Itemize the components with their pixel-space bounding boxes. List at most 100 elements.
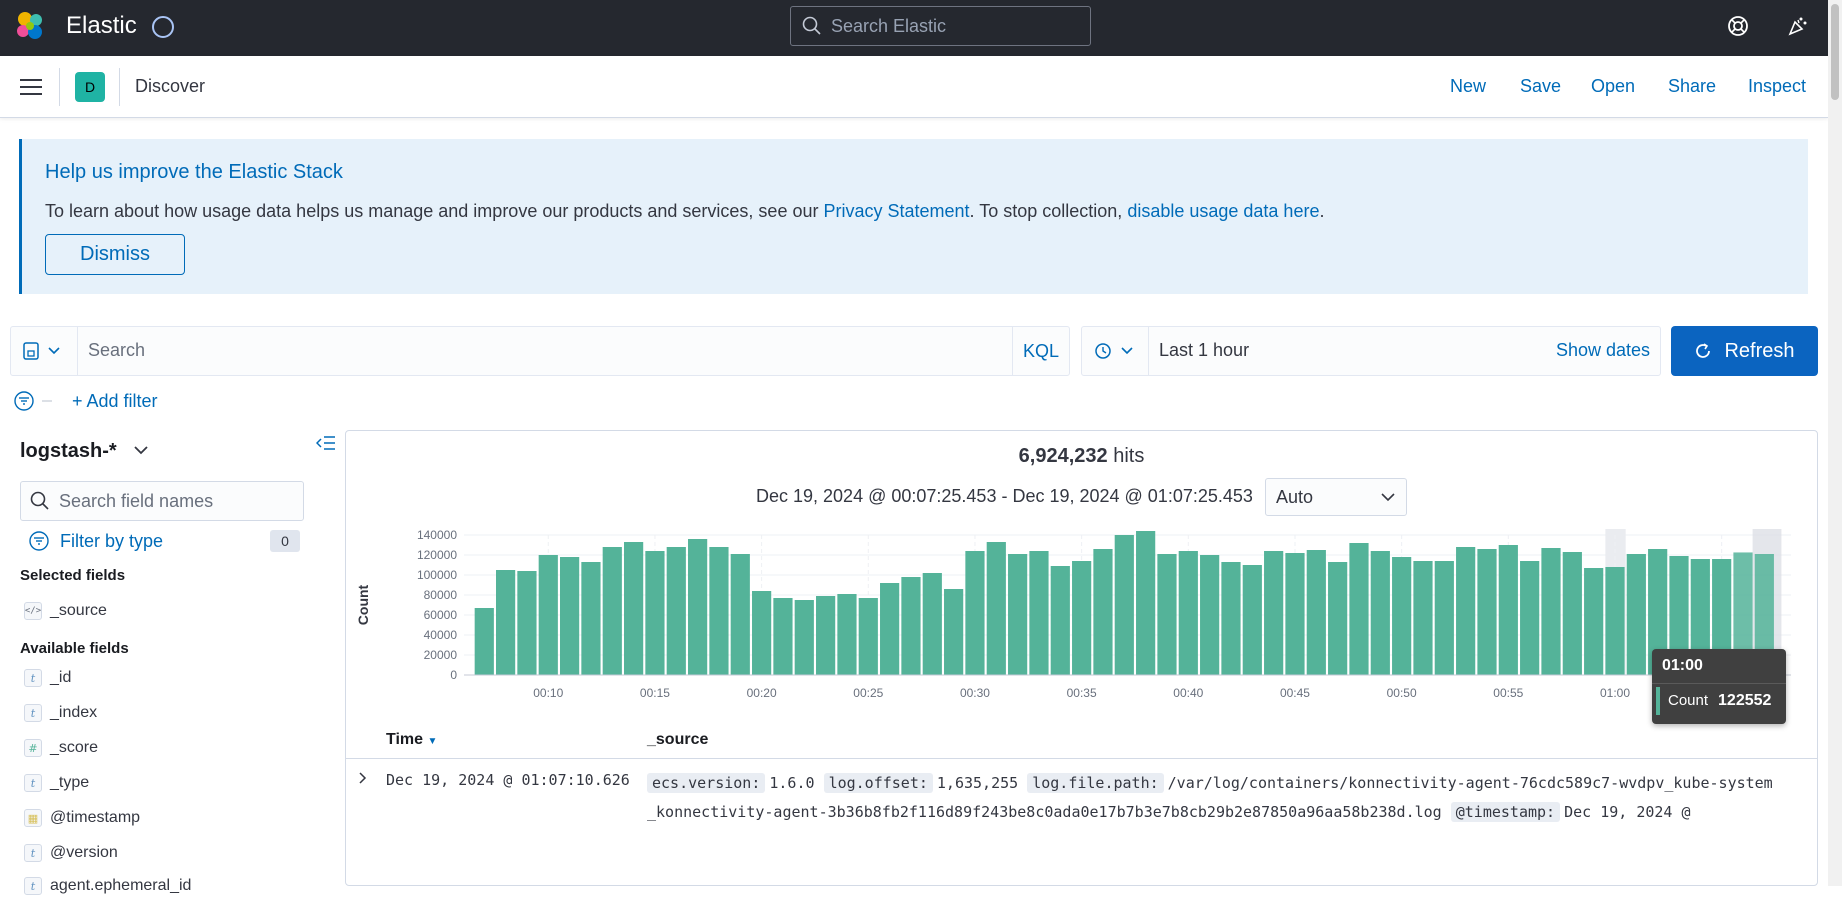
source-key: @timestamp: [1450, 802, 1561, 822]
time-range-value[interactable]: Last 1 hour [1159, 340, 1250, 360]
callout-text-after: . [1319, 201, 1325, 221]
x-tick-label: 00:25 [853, 686, 883, 700]
filter-by-type-button[interactable]: Filter by type [28, 530, 163, 552]
time-column-header[interactable]: Time ▼ [386, 731, 437, 749]
y-tick-label: 140000 [417, 528, 457, 542]
elastic-logo-icon[interactable] [14, 10, 46, 42]
new-button[interactable]: New [1450, 76, 1487, 96]
global-header: Elastic Search Elastic [0, 0, 1828, 56]
histogram-bar [1733, 552, 1753, 675]
page-scrollbar[interactable] [1828, 0, 1842, 886]
dismiss-button[interactable]: Dismiss [45, 234, 185, 275]
row-timestamp: Dec 19, 2024 @ 01:07:10.626 [386, 771, 630, 789]
field-name: _source [50, 602, 107, 619]
chevron-right-icon[interactable] [356, 771, 370, 785]
field-item-id[interactable]: t _id [24, 667, 71, 689]
divider [119, 68, 120, 106]
histogram-bar [1562, 552, 1582, 675]
show-dates-button[interactable]: Show dates [1555, 340, 1650, 360]
menu-hamburger-icon[interactable] [20, 78, 42, 96]
histogram-bar [944, 589, 964, 675]
date-range-label: Dec 19, 2024 @ 00:07:25.453 - Dec 19, 20… [756, 486, 1253, 506]
field-item-type[interactable]: t _type [24, 772, 89, 794]
global-search-placeholder: Search Elastic [831, 15, 947, 36]
refresh-icon [1696, 343, 1711, 358]
field-item-index[interactable]: t _index [24, 702, 97, 724]
sort-down-icon[interactable]: ▼ [427, 736, 438, 747]
help-icon[interactable] [1726, 14, 1750, 38]
inspect-button[interactable]: Inspect [1748, 76, 1807, 96]
tooltip-title: 01:00 [1662, 657, 1703, 674]
privacy-statement-link[interactable]: Privacy Statement [823, 201, 970, 221]
add-filter-button[interactable]: + Add filter [72, 390, 158, 411]
field-search-input[interactable]: Search field names [20, 481, 304, 521]
field-item-version[interactable]: t @version [24, 842, 118, 864]
query-input[interactable]: Search [88, 340, 146, 360]
histogram-bar [474, 608, 494, 675]
histogram-bar [1306, 550, 1326, 675]
share-button[interactable]: Share [1668, 76, 1717, 96]
histogram-bar [1392, 557, 1412, 675]
disable-usage-data-link[interactable]: disable usage data here [1127, 201, 1320, 221]
telemetry-callout: Help us improve the Elastic Stack To lea… [19, 139, 1808, 294]
x-tick-label: 00:50 [1387, 686, 1417, 700]
histogram-bar [1072, 561, 1092, 675]
field-item-score[interactable]: # _score [24, 737, 98, 759]
histogram-bar [730, 554, 750, 675]
histogram-bar [858, 598, 878, 675]
save-button[interactable]: Save [1520, 76, 1562, 96]
brand-name[interactable]: Elastic [66, 12, 137, 39]
refresh-button[interactable]: Refresh [1671, 326, 1818, 376]
y-tick-label: 60000 [424, 608, 458, 622]
histogram-bar [666, 547, 686, 675]
filter-count-badge: 0 [270, 530, 300, 552]
histogram-bar [1690, 559, 1710, 675]
newsfeed-icon[interactable] [1786, 14, 1810, 38]
global-search-input[interactable]: Search Elastic [790, 6, 1091, 46]
space-avatar[interactable]: D [75, 72, 105, 102]
kql-toggle[interactable]: KQL [1012, 327, 1069, 375]
histogram-bar [1349, 543, 1369, 675]
histogram-bar [1520, 561, 1540, 675]
y-tick-label: 100000 [417, 568, 457, 582]
source-value: Dec 19, 2024 @ [1564, 803, 1691, 821]
y-tick-label: 40000 [424, 628, 458, 642]
histogram-bar [496, 570, 516, 675]
histogram-chart[interactable]: 0 20000 40000 60000 80000 100000 120000 140000 0… [346, 523, 1817, 723]
chevron-down-icon [1381, 493, 1395, 502]
tooltip-value: 122552 [1718, 691, 1772, 709]
saved-query-button[interactable] [11, 327, 78, 375]
scrollbar-thumb[interactable] [1831, 4, 1839, 100]
quick-select-button[interactable] [1082, 327, 1149, 375]
histogram-bar [1712, 559, 1732, 675]
source-value: /var/log/containers/konnectivity-agent-7… [647, 774, 1773, 821]
calendar-clock-icon [1095, 343, 1133, 359]
chart-tooltip: 01:00 Count 122552 [1652, 649, 1786, 724]
histogram-bar [965, 551, 985, 675]
histogram-bar [624, 542, 644, 675]
save-disk-chevron-icon [23, 342, 60, 360]
filter-options-icon[interactable] [14, 390, 54, 412]
histogram-bar [1626, 554, 1646, 675]
histogram-bar [1050, 566, 1070, 675]
time-picker: Last 1 hour Show dates [1081, 326, 1661, 376]
field-item-source[interactable]: </> _source [24, 600, 107, 622]
interval-select[interactable]: Auto [1265, 478, 1407, 516]
histogram-bar [1242, 565, 1262, 675]
histogram-bar [645, 551, 665, 675]
histogram-bar [901, 577, 921, 675]
open-button[interactable]: Open [1591, 76, 1636, 96]
histogram-bar [773, 598, 793, 675]
search-icon [802, 16, 821, 35]
x-tick-label: 00:10 [533, 686, 563, 700]
index-pattern-selector[interactable]: logstash-* [20, 440, 150, 463]
histogram-bar [1093, 549, 1113, 675]
divider [59, 68, 60, 106]
string-type-icon: t [24, 704, 42, 722]
field-item-agent-ephemeral-id[interactable]: t agent.ephemeral_id [24, 875, 191, 897]
field-item-timestamp[interactable]: ▦ @timestamp [24, 807, 140, 829]
source-value: 1,635,255 [936, 774, 1019, 792]
histogram-bar [986, 542, 1006, 675]
collapse-sidebar-icon[interactable] [316, 434, 336, 452]
series-color-marker [1656, 686, 1660, 715]
